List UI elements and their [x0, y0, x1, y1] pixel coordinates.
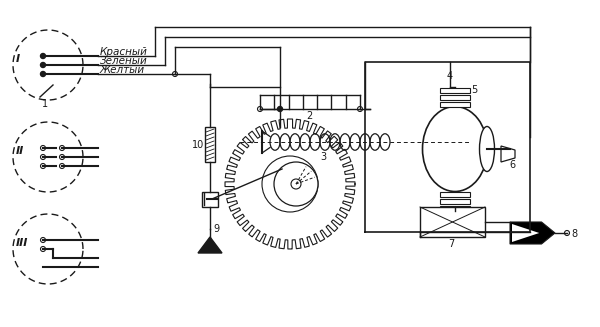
Text: 9: 9	[213, 224, 219, 234]
Circle shape	[41, 146, 46, 150]
Circle shape	[565, 231, 569, 235]
Text: Зеленый: Зеленый	[100, 56, 148, 66]
Text: Красный: Красный	[100, 47, 148, 57]
FancyBboxPatch shape	[202, 192, 218, 207]
Text: 10: 10	[192, 141, 204, 150]
Circle shape	[41, 164, 46, 168]
Text: II: II	[16, 146, 24, 156]
Circle shape	[41, 54, 46, 59]
FancyBboxPatch shape	[440, 192, 470, 197]
Text: 6: 6	[509, 160, 515, 170]
Polygon shape	[501, 146, 515, 162]
Polygon shape	[512, 224, 539, 242]
FancyBboxPatch shape	[440, 88, 470, 93]
FancyBboxPatch shape	[420, 207, 485, 237]
Circle shape	[41, 247, 46, 251]
Text: Желтый: Желтый	[100, 65, 145, 75]
Polygon shape	[198, 237, 222, 253]
Circle shape	[59, 164, 65, 168]
Text: III: III	[16, 238, 28, 248]
Ellipse shape	[422, 107, 487, 192]
Circle shape	[358, 107, 362, 112]
Text: 3: 3	[320, 152, 326, 162]
Circle shape	[262, 156, 318, 212]
Circle shape	[41, 237, 46, 243]
Circle shape	[41, 72, 46, 77]
Circle shape	[59, 146, 65, 150]
Text: 7: 7	[449, 239, 455, 249]
Text: 4: 4	[447, 71, 453, 81]
FancyBboxPatch shape	[440, 102, 470, 107]
Circle shape	[59, 154, 65, 160]
FancyBboxPatch shape	[440, 206, 470, 211]
Text: 8: 8	[571, 229, 577, 239]
Circle shape	[41, 62, 46, 67]
Text: I: I	[16, 54, 20, 64]
Circle shape	[41, 154, 46, 160]
Text: 5: 5	[471, 85, 477, 95]
Circle shape	[257, 107, 263, 112]
Circle shape	[274, 162, 318, 206]
Polygon shape	[510, 222, 555, 244]
FancyBboxPatch shape	[205, 127, 215, 162]
Circle shape	[173, 72, 178, 77]
FancyBboxPatch shape	[440, 199, 470, 204]
Ellipse shape	[479, 127, 494, 171]
FancyBboxPatch shape	[440, 95, 470, 100]
Circle shape	[277, 107, 283, 112]
Text: 2: 2	[306, 111, 312, 121]
Circle shape	[291, 179, 301, 189]
Text: 1: 1	[42, 99, 48, 109]
